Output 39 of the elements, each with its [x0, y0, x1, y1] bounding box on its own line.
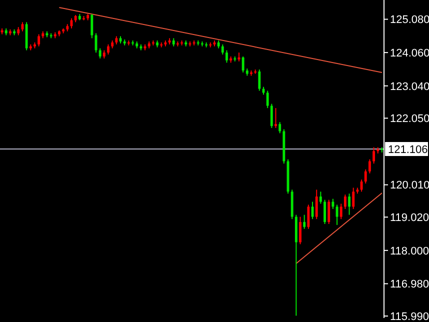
candlestick: [274, 108, 277, 128]
candlestick: [324, 199, 326, 224]
candlestick: [352, 187, 355, 210]
y-tick-label: 123.040: [390, 80, 429, 93]
candlestick: [307, 204, 310, 230]
y-tick-label: 125.080: [390, 14, 429, 26]
y-tick-label: 116.980: [390, 278, 429, 291]
candlestick: [107, 44, 110, 56]
candlestick: [368, 158, 371, 174]
candlestick: [21, 22, 24, 32]
candlestick: [372, 146, 376, 164]
y-tick-label: 124.060: [390, 47, 429, 60]
candlestick: [278, 122, 282, 134]
candlestick: [303, 214, 306, 230]
candlestick: [266, 90, 269, 109]
candlestick: [221, 44, 224, 56]
candlestick: [332, 198, 334, 210]
y-tick-label: 120.010: [390, 180, 429, 192]
y-tick-label: 118.000: [390, 245, 429, 258]
candlestick: [319, 191, 322, 204]
candlestick: [38, 34, 40, 47]
candlestick: [226, 50, 228, 64]
candlestick: [315, 189, 318, 220]
candlestick: [328, 199, 330, 224]
candlestick: [299, 216, 302, 245]
candlestick: [270, 103, 273, 128]
candlestick: [258, 69, 261, 92]
candlestick: [90, 14, 94, 39]
candlestick: [98, 48, 102, 59]
candlestick: [364, 168, 367, 184]
candlestick: [242, 56, 244, 73]
candlestick: [348, 193, 350, 216]
y-tick-label: 115.990: [390, 310, 429, 322]
candlestick: [340, 203, 342, 220]
ref-line-label: 121.106: [388, 144, 428, 156]
y-tick-label: 119.020: [390, 212, 429, 224]
y-tick-label: 122.050: [390, 113, 429, 126]
candlestick: [344, 194, 346, 210]
candlestick: [360, 179, 363, 192]
